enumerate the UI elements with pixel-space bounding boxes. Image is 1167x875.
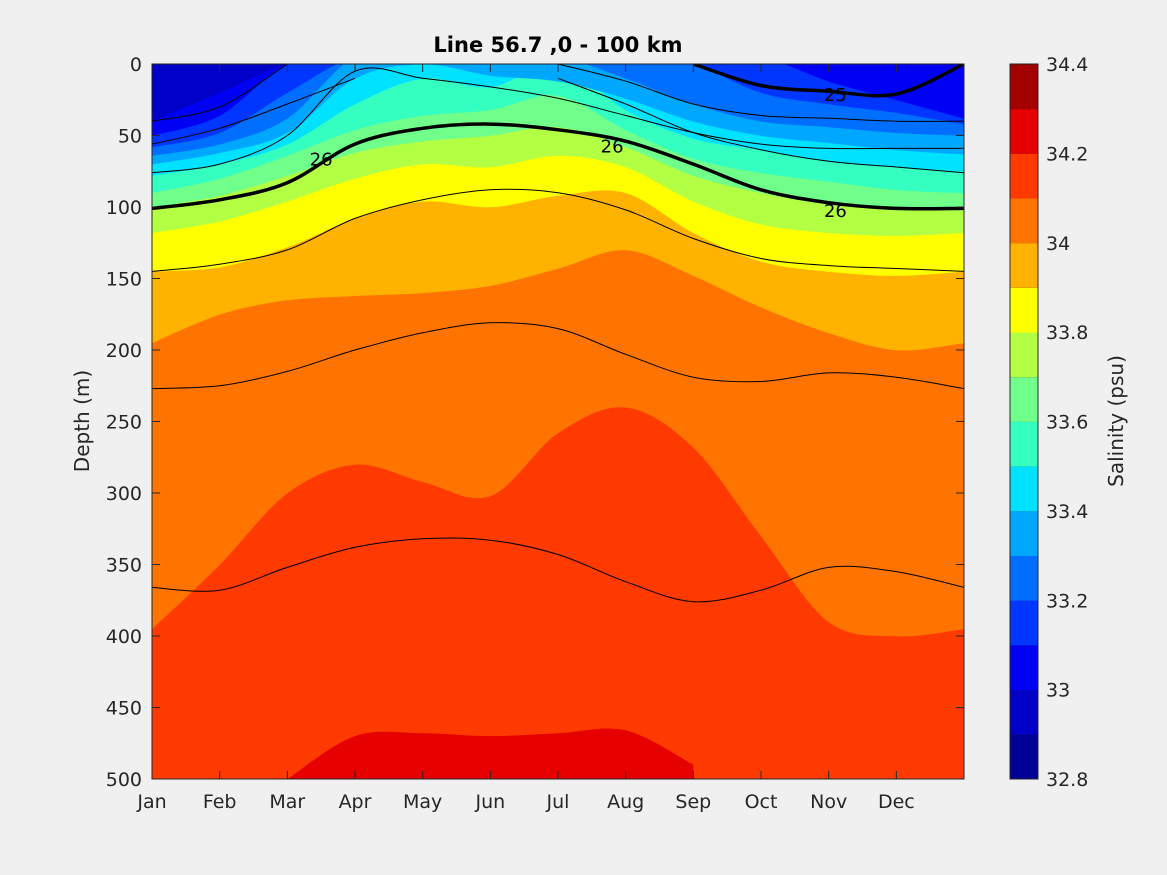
colorbar-band-5 [1010, 510, 1038, 556]
x-axis: Jan Feb Mar Apr May Jun Jul Aug Sep Oct Nov Dec [136, 64, 915, 813]
colorbar-band-6 [1010, 466, 1038, 512]
colorbar-frame [1009, 63, 1039, 780]
y-tick-label-200: 200 [106, 340, 142, 362]
colorbar-tick-label-33-6: 33.6 [1046, 412, 1088, 434]
colorbar-tick-label-33-4: 33.4 [1046, 501, 1088, 523]
x-tick-label-jul: Jul [546, 791, 570, 813]
salinity-band-deep [287, 728, 694, 779]
density-contour-26-3 [152, 188, 964, 272]
colorbar-band-1 [1010, 689, 1038, 735]
contour-labels: 26 26 26 25 [310, 85, 847, 222]
x-tick-label-sep: Sep [675, 791, 711, 813]
colorbar-band-13 [1010, 153, 1038, 199]
density-contour-25-5 [152, 67, 964, 174]
density-contour-26-8 [152, 537, 964, 603]
colorbar-band-2 [1010, 644, 1038, 691]
colorbar-band-10 [1010, 287, 1038, 333]
colorbar-tick-label-33-8: 33.8 [1046, 322, 1088, 344]
y-tick-label-100: 100 [106, 197, 142, 219]
density-contour-26 [152, 122, 964, 211]
density-contour-25 [692, 64, 964, 98]
x-tick-label-apr: Apr [339, 791, 372, 813]
density-contour-24-5 [152, 64, 288, 122]
x-tick-label-jun: Jun [474, 791, 505, 813]
colorbar-tick-label-33: 33 [1046, 680, 1070, 702]
y-tick-label-350: 350 [106, 555, 142, 577]
chart-title: Line 56.7 ,0 - 100 km [433, 33, 682, 57]
y-tick-label-250: 250 [106, 412, 142, 434]
colorbar-band-7 [1010, 421, 1038, 467]
colorbar-band-0 [1010, 734, 1038, 780]
colorbar-tick-label-34-4: 34.4 [1046, 54, 1088, 76]
colorbar-band-9 [1010, 332, 1038, 378]
density-contour-26-6 [152, 322, 964, 390]
colorbar-tick-label-32-8: 32.8 [1046, 769, 1088, 791]
contour-label-1: 26 [601, 137, 624, 158]
contour-label-0: 26 [310, 149, 333, 170]
salinity-filled-contours [152, 64, 964, 779]
density-contour-25-7 [557, 77, 964, 174]
colorbar-tick-label-33-2: 33.2 [1046, 590, 1088, 612]
colorbar-band-11 [1010, 242, 1038, 288]
x-tick-label-aug: Aug [607, 791, 644, 813]
colorbar [1010, 63, 1038, 780]
colorbar-band-15 [1010, 64, 1038, 110]
colorbar-tick-label-34-2: 34.2 [1046, 143, 1088, 165]
y-tick-label-450: 450 [106, 698, 142, 720]
colorbar-band-14 [1010, 108, 1038, 154]
plot-area [152, 64, 964, 779]
density-contour-24-8 [152, 77, 356, 145]
x-tick-label-oct: Oct [745, 791, 778, 813]
x-tick-label-jan: Jan [136, 791, 166, 813]
colorbar-label: Salinity (psu) [1104, 355, 1128, 487]
x-tick-label-feb: Feb [203, 791, 237, 813]
x-tick-label-nov: Nov [810, 791, 847, 813]
colorbar-band-3 [1010, 600, 1038, 646]
colorbar-band-12 [1010, 198, 1038, 244]
y-tick-label-500: 500 [106, 769, 142, 791]
y-axis-label: Depth (m) [70, 370, 94, 472]
x-tick-label-may: May [403, 791, 442, 813]
density-contour-25-2 [557, 64, 964, 122]
colorbar-band-4 [1010, 555, 1038, 601]
y-tick-label-50: 50 [118, 126, 142, 148]
contour-label-3: 25 [824, 85, 847, 106]
y-tick-label-0: 0 [130, 54, 142, 76]
y-tick-label-400: 400 [106, 626, 142, 648]
colorbar-ticks: 32.8 33 33.2 33.4 33.6 33.8 34 34.2 34.4 [1046, 54, 1088, 791]
contour-label-2: 26 [824, 201, 847, 222]
colorbar-tick-label-34: 34 [1046, 233, 1070, 255]
y-tick-label-300: 300 [106, 483, 142, 505]
x-tick-label-dec: Dec [878, 791, 915, 813]
density-contour-lines [152, 64, 964, 603]
colorbar-band-8 [1010, 376, 1038, 422]
y-axis: 0 50 100 150 200 250 300 350 400 450 500 [106, 54, 964, 791]
x-tick-label-mar: Mar [269, 791, 305, 813]
y-tick-label-150: 150 [106, 269, 142, 291]
